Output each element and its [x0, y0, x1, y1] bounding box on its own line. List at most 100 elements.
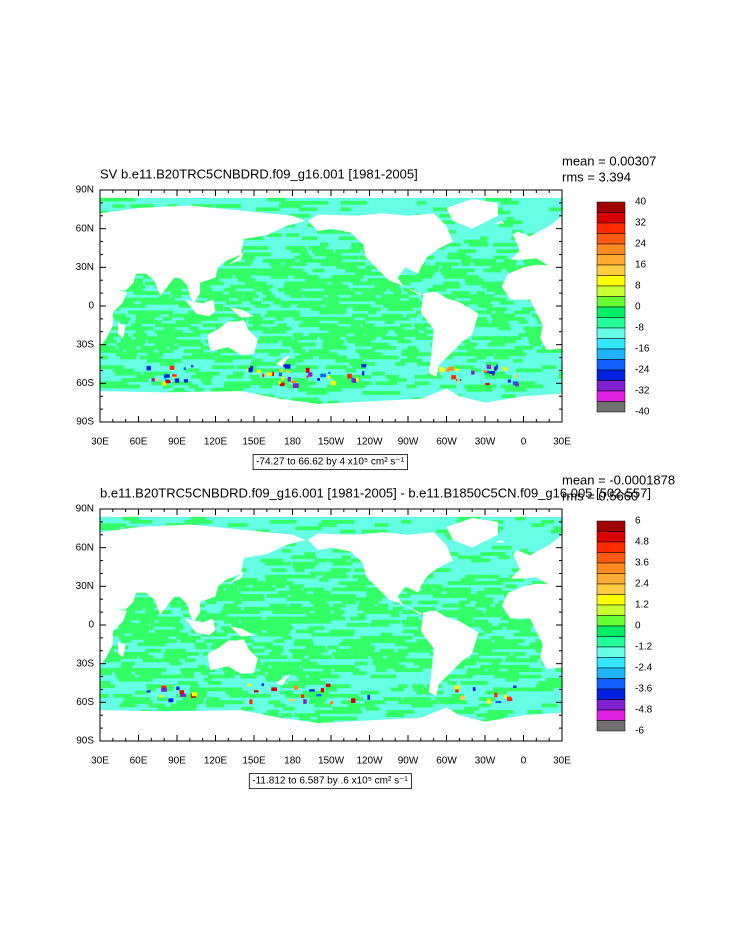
ocean-patch: [375, 664, 394, 669]
ocean-patch: [465, 574, 489, 579]
ocean-patch: [178, 304, 200, 308]
ocean-patch: [226, 374, 243, 379]
land: [493, 220, 505, 224]
ocean-patch: [527, 336, 541, 341]
ocean-patch: [397, 333, 420, 337]
ocean-patch: [264, 645, 283, 650]
ocean-patch: [130, 629, 139, 634]
ocean-patch: [297, 381, 317, 386]
ocean-patch: [132, 600, 154, 605]
ocean-patch: [512, 381, 536, 386]
ocean-patch: [519, 629, 531, 634]
eddy-patch: [494, 366, 497, 371]
ocean-patch: [333, 706, 361, 711]
ocean-patch: [340, 207, 351, 212]
ocean-patch: [413, 700, 438, 705]
ocean-patch: [217, 297, 229, 302]
ocean-patch: [464, 278, 484, 283]
eddy-patch: [278, 372, 283, 377]
ocean-patch: [393, 300, 409, 305]
ocean-patch: [402, 629, 430, 634]
ocean-patch: [292, 565, 315, 569]
ocean-patch: [530, 668, 543, 672]
eddy-patch: [483, 370, 488, 373]
eddy-patch: [162, 381, 167, 386]
ocean-patch: [125, 349, 154, 353]
ocean-patch: [413, 687, 432, 692]
eddy-patch: [486, 364, 491, 369]
ocean-patch: [133, 700, 153, 705]
lon-label: 90E: [168, 437, 186, 448]
ocean-patch: [100, 333, 124, 337]
ocean-patch: [278, 204, 302, 208]
ocean-patch: [507, 655, 517, 660]
ocean-patch: [288, 590, 307, 595]
lat-label: 60N: [76, 223, 94, 234]
ocean-patch: [541, 365, 556, 370]
ocean-patch: [224, 597, 241, 602]
eddy-patch: [190, 365, 194, 368]
ocean-patch: [314, 558, 328, 563]
eddy-patch: [146, 365, 151, 371]
ocean-patch: [224, 381, 252, 386]
ocean-patch: [100, 381, 128, 386]
ocean-patch: [290, 397, 319, 402]
colorbar-box: [596, 243, 626, 255]
ocean-patch: [369, 623, 389, 627]
ocean-patch: [251, 339, 279, 344]
ocean-patch: [333, 655, 355, 660]
ocean-patch: [362, 323, 375, 328]
lon-label: 0: [521, 437, 527, 448]
ocean-patch: [254, 304, 270, 308]
ocean-patch: [189, 687, 215, 692]
ocean-patch: [455, 603, 466, 608]
ocean-patch: [223, 629, 246, 634]
ocean-patch: [195, 610, 208, 614]
lat-label: 60N: [76, 542, 94, 553]
land: [184, 618, 216, 636]
ocean-patch: [319, 326, 344, 331]
ocean-patch: [294, 355, 313, 360]
ocean-patch: [291, 249, 308, 254]
ocean-patch: [169, 281, 194, 286]
ocean-patch: [166, 684, 175, 689]
ocean-patch: [132, 677, 153, 682]
ocean-patch: [162, 316, 172, 321]
ocean-patch: [328, 674, 339, 679]
ocean-patch: [295, 526, 322, 531]
ocean-patch: [303, 587, 325, 592]
eddy-patch: [172, 374, 177, 377]
colorbar-label: 40: [635, 197, 647, 208]
ocean-patch: [460, 681, 488, 685]
ocean-patch: [286, 597, 307, 602]
ocean-patch: [158, 294, 170, 299]
ocean-patch: [292, 652, 322, 656]
ocean-patch: [233, 600, 243, 605]
land: [207, 639, 258, 674]
ocean-patch: [251, 368, 280, 373]
ocean-patch: [232, 626, 247, 631]
ocean-patch: [250, 623, 279, 627]
ocean-patch: [332, 561, 353, 566]
ocean-patch: [223, 262, 252, 266]
ocean-patch: [366, 590, 389, 595]
land: [501, 583, 562, 669]
ocean-patch: [149, 616, 173, 621]
ocean-patch: [351, 323, 360, 328]
ocean-patch: [143, 639, 167, 643]
ocean-patch: [130, 204, 154, 208]
colorbar-box: [596, 380, 626, 392]
ocean-patch: [495, 310, 505, 315]
colorbar-box: [596, 699, 626, 711]
ocean-patch: [223, 619, 239, 624]
ocean-patch: [480, 236, 488, 241]
ocean-patch: [100, 345, 116, 350]
ocean-patch: [475, 603, 491, 608]
ocean-patch: [485, 713, 508, 718]
ocean-patch: [281, 548, 292, 553]
ocean-patch: [455, 590, 471, 595]
ocean-patch: [149, 310, 173, 315]
ocean-patch: [534, 687, 554, 692]
ocean-patch: [187, 320, 201, 324]
ocean-patch: [408, 642, 436, 647]
